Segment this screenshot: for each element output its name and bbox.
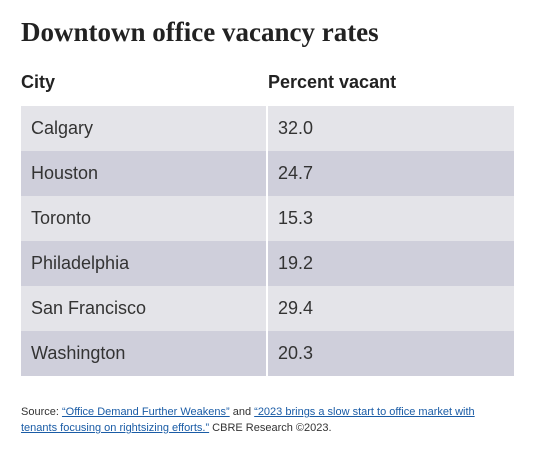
percent-vacant-cell: 24.7 bbox=[278, 163, 314, 183]
table-header: City Percent vacant bbox=[21, 68, 514, 96]
table-row: Houston 24.7 bbox=[21, 151, 514, 196]
source-credit: CBRE Research ©2023. bbox=[209, 422, 332, 434]
column-header-percent-vacant: Percent vacant bbox=[268, 72, 397, 92]
column-divider bbox=[266, 151, 268, 196]
chart-title: Downtown office vacancy rates bbox=[21, 17, 379, 47]
percent-vacant-cell: 29.4 bbox=[278, 298, 314, 318]
percent-vacant-cell: 32.0 bbox=[278, 118, 314, 138]
column-header-city: City bbox=[21, 72, 56, 92]
percent-vacant-cell: 15.3 bbox=[278, 208, 314, 228]
city-cell: Houston bbox=[31, 163, 99, 183]
percent-vacant-cell: 20.3 bbox=[278, 343, 314, 363]
city-cell: Toronto bbox=[31, 208, 92, 228]
table-row: Washington 20.3 bbox=[21, 331, 514, 376]
source-prefix: Source: bbox=[21, 406, 62, 418]
table-row: San Francisco 29.4 bbox=[21, 286, 514, 331]
column-divider bbox=[266, 106, 268, 151]
table-row: Calgary 32.0 bbox=[21, 106, 514, 151]
table-row: Philadelphia 19.2 bbox=[21, 241, 514, 286]
vacancy-table: Calgary 32.0 Houston 24.7 Toronto 15.3 P… bbox=[21, 106, 514, 376]
source-note: Source: “Office Demand Further Weakens” … bbox=[21, 404, 501, 436]
source-conjunction: and bbox=[229, 406, 255, 418]
column-divider bbox=[266, 331, 268, 376]
city-cell: Calgary bbox=[31, 118, 94, 138]
table-row: Toronto 15.3 bbox=[21, 196, 514, 241]
city-cell: San Francisco bbox=[31, 298, 147, 318]
source-link-office-demand[interactable]: “Office Demand Further Weakens” bbox=[61, 406, 230, 418]
city-cell: Washington bbox=[31, 343, 126, 363]
percent-vacant-cell: 19.2 bbox=[278, 253, 314, 273]
city-cell: Philadelphia bbox=[31, 253, 130, 273]
column-divider bbox=[266, 241, 268, 286]
source-link-slow-start[interactable]: “2023 brings a slow start to office mark… bbox=[21, 406, 475, 434]
column-divider bbox=[266, 286, 268, 331]
column-divider bbox=[266, 196, 268, 241]
